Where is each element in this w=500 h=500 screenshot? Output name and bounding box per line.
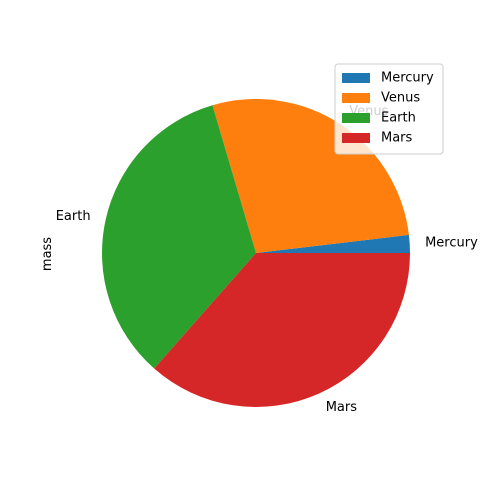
pie-slice-mars (154, 253, 410, 407)
legend-label-mars: Mars (381, 131, 413, 146)
legend-swatch-mars (342, 133, 370, 143)
legend-label-mercury: Mercury (381, 71, 434, 86)
legend: Mercury Venus Earth Mars (334, 63, 444, 155)
slice-label-mars: Mars (326, 400, 358, 415)
pie-slice-earth (101, 105, 256, 369)
pie-slice-venus (212, 99, 409, 253)
legend-swatch-mercury (342, 73, 370, 83)
slice-label-mercury: Mercury (425, 236, 478, 251)
legend-swatch-earth (342, 113, 370, 123)
legend-label-venus: Venus (381, 91, 420, 106)
legend-label-earth: Earth (381, 111, 416, 126)
y-axis-label: mass (40, 237, 55, 271)
pie-slices (101, 99, 410, 407)
pie-slice-mercury (256, 234, 410, 253)
legend-frame (334, 63, 444, 155)
legend-swatch-venus (342, 93, 370, 103)
slice-label-earth: Earth (56, 209, 91, 224)
